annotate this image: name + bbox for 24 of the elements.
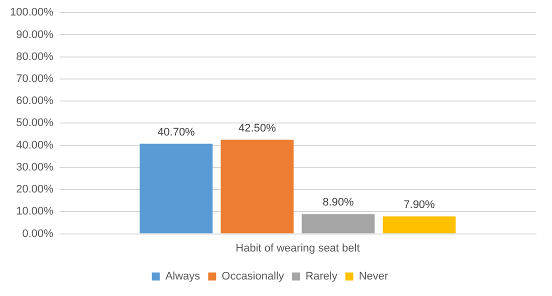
y-tick-label: 10.00% [16, 206, 54, 218]
data-label: 8.90% [322, 196, 354, 209]
y-tick-label: 90.00% [16, 28, 54, 41]
y-tick-label: 40.00% [16, 139, 54, 152]
bar [302, 214, 375, 234]
y-tick-label: 80.00% [16, 50, 54, 63]
data-label: 40.70% [158, 126, 196, 138]
bar [382, 216, 456, 234]
x-tick-label: Habit of wearing seat belt [236, 242, 360, 254]
legend-label: Rarely [306, 270, 338, 283]
y-tick-label: 50.00% [16, 117, 54, 130]
y-tick-label: 70.00% [16, 72, 54, 85]
bar [220, 140, 294, 234]
bar [140, 144, 213, 234]
y-tick-label: 20.00% [16, 184, 54, 196]
legend-label: Never [358, 270, 388, 283]
y-tick-label: 100.00% [10, 6, 54, 19]
legend-label: Always [165, 270, 201, 283]
y-tick-label: 60.00% [16, 95, 54, 108]
y-tick-label: 0.00% [22, 228, 54, 240]
data-label: 7.90% [404, 198, 436, 211]
y-tick-label: 30.00% [16, 161, 54, 174]
legend-label: Occasionally [222, 270, 285, 283]
data-label: 42.50% [238, 122, 276, 134]
